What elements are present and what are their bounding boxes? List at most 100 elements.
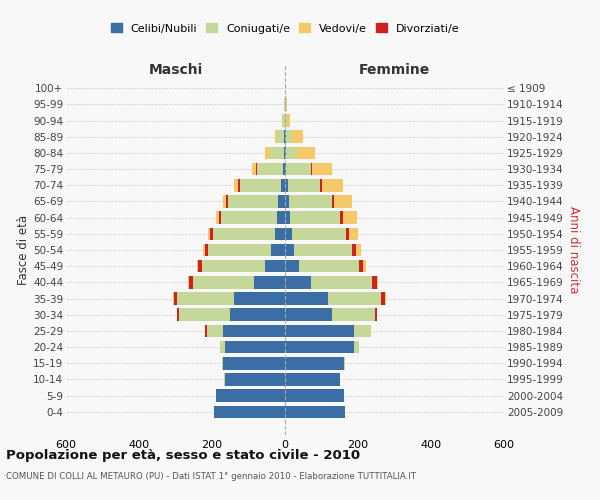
Bar xyxy=(284,146,285,159)
Bar xyxy=(205,244,208,256)
Bar xyxy=(286,114,287,127)
Bar xyxy=(178,292,234,305)
Bar xyxy=(285,292,328,305)
Bar xyxy=(225,373,285,386)
Bar xyxy=(275,130,277,143)
Y-axis label: Fasce di età: Fasce di età xyxy=(17,215,30,285)
Bar xyxy=(340,212,343,224)
Bar xyxy=(221,212,277,224)
Bar xyxy=(285,308,332,321)
Bar xyxy=(286,146,298,159)
Bar xyxy=(328,292,381,305)
Bar xyxy=(285,324,355,337)
Bar xyxy=(203,244,205,256)
Bar xyxy=(275,228,285,240)
Bar xyxy=(176,308,178,321)
Bar xyxy=(282,114,283,127)
Bar xyxy=(290,212,340,224)
Bar xyxy=(349,228,358,240)
Bar xyxy=(287,179,320,192)
Bar xyxy=(286,163,311,175)
Bar xyxy=(352,244,356,256)
Bar xyxy=(286,98,287,110)
Bar xyxy=(240,179,281,192)
Bar xyxy=(299,260,359,272)
Bar xyxy=(188,276,189,288)
Text: Popolazione per età, sesso e stato civile - 2010: Popolazione per età, sesso e stato civil… xyxy=(6,449,360,462)
Bar xyxy=(254,276,285,288)
Bar xyxy=(285,357,344,370)
Bar xyxy=(220,341,225,353)
Bar xyxy=(206,324,223,337)
Bar xyxy=(256,163,257,175)
Bar xyxy=(285,228,292,240)
Bar xyxy=(223,324,285,337)
Bar xyxy=(320,179,322,192)
Bar xyxy=(286,130,292,143)
Bar xyxy=(353,341,359,353)
Bar xyxy=(285,390,344,402)
Bar xyxy=(311,276,371,288)
Bar xyxy=(225,341,285,353)
Bar xyxy=(179,308,230,321)
Bar xyxy=(252,163,256,175)
Bar xyxy=(281,179,285,192)
Bar xyxy=(189,276,193,288)
Bar xyxy=(311,163,312,175)
Bar xyxy=(377,276,379,288)
Bar xyxy=(294,244,352,256)
Bar xyxy=(238,179,240,192)
Bar xyxy=(218,212,221,224)
Legend: Celibi/Nubili, Coniugati/e, Vedovi/e, Divorziati/e: Celibi/Nubili, Coniugati/e, Vedovi/e, Di… xyxy=(106,19,464,38)
Bar xyxy=(287,114,290,127)
Bar xyxy=(292,228,346,240)
Bar xyxy=(371,276,377,288)
Bar xyxy=(271,244,285,256)
Bar xyxy=(205,324,206,337)
Bar xyxy=(285,276,311,288)
Text: COMUNE DI COLLI AL METAURO (PU) - Dati ISTAT 1° gennaio 2010 - Elaborazione TUTT: COMUNE DI COLLI AL METAURO (PU) - Dati I… xyxy=(6,472,416,481)
Bar xyxy=(234,179,238,192)
Bar xyxy=(277,130,284,143)
Bar xyxy=(214,228,275,240)
Text: Maschi: Maschi xyxy=(148,63,203,77)
Bar xyxy=(285,212,290,224)
Bar xyxy=(228,195,278,208)
Bar xyxy=(359,260,364,272)
Bar xyxy=(381,292,385,305)
Bar xyxy=(292,130,302,143)
Bar xyxy=(355,324,370,337)
Bar xyxy=(285,260,299,272)
Y-axis label: Anni di nascita: Anni di nascita xyxy=(567,206,580,294)
Bar xyxy=(217,212,218,224)
Bar xyxy=(202,260,265,272)
Bar xyxy=(285,130,286,143)
Bar xyxy=(343,212,356,224)
Bar xyxy=(332,308,375,321)
Bar xyxy=(222,357,223,370)
Bar xyxy=(214,406,285,418)
Text: Femmine: Femmine xyxy=(359,63,430,77)
Bar xyxy=(283,163,285,175)
Bar xyxy=(230,308,285,321)
Bar xyxy=(285,244,294,256)
Bar xyxy=(278,195,285,208)
Bar xyxy=(277,212,285,224)
Bar xyxy=(257,163,283,175)
Bar xyxy=(285,179,287,192)
Bar xyxy=(285,163,286,175)
Bar xyxy=(285,341,353,353)
Bar xyxy=(370,324,371,337)
Bar xyxy=(208,244,271,256)
Bar xyxy=(344,357,345,370)
Bar xyxy=(173,292,178,305)
Bar xyxy=(210,228,214,240)
Bar xyxy=(265,260,285,272)
Bar xyxy=(322,179,343,192)
Bar xyxy=(223,357,285,370)
Bar xyxy=(215,390,285,402)
Bar xyxy=(193,276,254,288)
Bar xyxy=(285,146,286,159)
Bar xyxy=(334,195,352,208)
Bar xyxy=(375,308,377,321)
